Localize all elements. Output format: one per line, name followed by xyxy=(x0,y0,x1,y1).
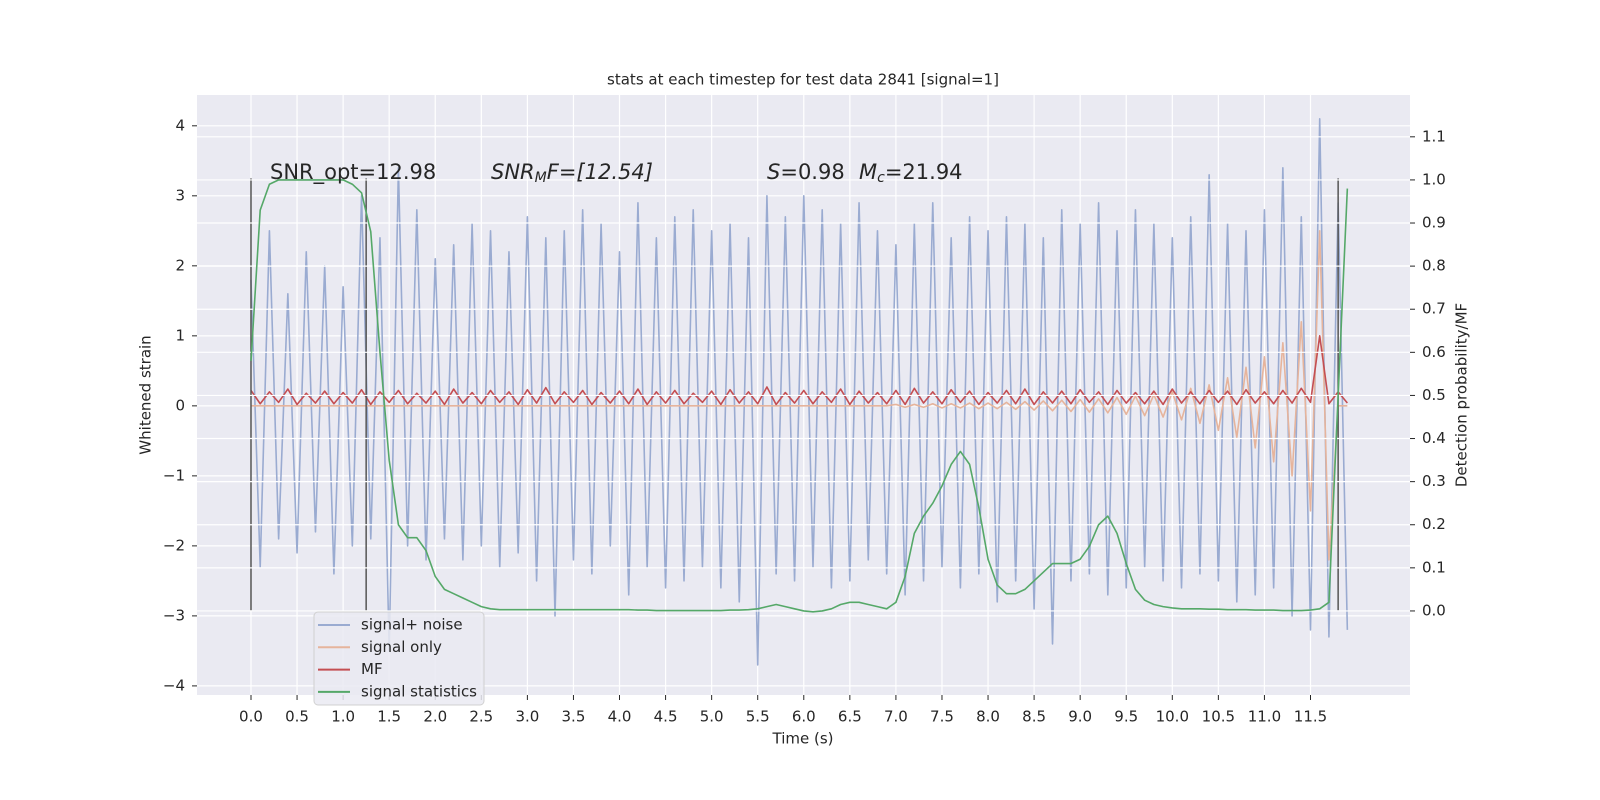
series-line xyxy=(250,230,1348,561)
x-tick-label: 0.0 xyxy=(239,708,263,726)
x-tick-label: 10.0 xyxy=(1156,708,1189,726)
y-tick-label: 2 xyxy=(175,256,185,274)
annotation-part: M xyxy=(859,160,877,184)
y-tick-label: 1 xyxy=(175,326,185,344)
x-tick-label: 3.0 xyxy=(515,708,539,726)
x-tick-label: 7.5 xyxy=(930,708,954,726)
x-tick-label: 5.5 xyxy=(746,708,770,726)
annotation: SNR_opt=12.98 xyxy=(270,160,436,185)
x-tick-label: 6.0 xyxy=(792,708,816,726)
annotation: S=0.98 xyxy=(767,160,845,184)
legend-label: signal only xyxy=(361,638,442,656)
x-tick-label: 3.5 xyxy=(562,708,586,726)
annotation: SNRMF=[12.54] xyxy=(491,160,653,186)
x-tick-label: 4.0 xyxy=(608,708,632,726)
y-tick-label: 4 xyxy=(175,116,185,134)
x-tick-label: 5.0 xyxy=(700,708,724,726)
y-axis-label: Whitened strain xyxy=(137,335,155,454)
x-tick-label: 1.5 xyxy=(377,708,401,726)
annotation-part: S xyxy=(767,160,780,184)
legend-label: MF xyxy=(361,660,383,678)
legend-label: signal statistics xyxy=(361,682,477,700)
x-tick-label: 9.5 xyxy=(1114,708,1138,726)
annotation: Mc=21.94 xyxy=(859,160,963,186)
y-tick-label: −3 xyxy=(163,606,185,624)
x-axis-label: Time (s) xyxy=(772,730,834,748)
chart-title: stats at each timestep for test data 284… xyxy=(607,71,999,89)
x-tick-label: 7.0 xyxy=(884,708,908,726)
y2-tick-label: 0.2 xyxy=(1422,515,1446,533)
x-tick-label: 11.0 xyxy=(1248,708,1281,726)
x-tick-label: 2.5 xyxy=(469,708,493,726)
annotation-part: SNR_opt=12.98 xyxy=(270,160,436,185)
x-tick-label: 0.5 xyxy=(285,708,309,726)
annotation-part: =21.94 xyxy=(885,160,963,184)
annotation-part: =0.98 xyxy=(780,160,844,184)
series-line xyxy=(250,335,1348,406)
y2-tick-label: 0.1 xyxy=(1422,558,1446,576)
y2-tick-label: 0.8 xyxy=(1422,257,1446,275)
y2-tick-label: 0.5 xyxy=(1422,386,1446,404)
y2-tick-label: 0.9 xyxy=(1422,214,1446,232)
annotation-part: c xyxy=(877,170,885,186)
x-tick-label: 10.5 xyxy=(1202,708,1235,726)
annotation-part: F=[12.54] xyxy=(547,160,653,184)
y-tick-label: −4 xyxy=(163,676,185,694)
y2-tick-label: 1.1 xyxy=(1422,127,1446,145)
y-tick-label: −2 xyxy=(163,536,185,554)
x-tick-label: 8.5 xyxy=(1022,708,1046,726)
y2-axis-label: Detection probability/MF xyxy=(1453,303,1471,487)
y2-tick-label: 0.0 xyxy=(1422,601,1446,619)
x-tick-label: 6.5 xyxy=(838,708,862,726)
legend: signal+ noise signal only MF signal statist… xyxy=(313,611,485,706)
y2-tick-label: 0.4 xyxy=(1422,429,1446,447)
x-tick-label: 4.5 xyxy=(654,708,678,726)
y2-tick-label: 0.7 xyxy=(1422,300,1446,318)
y-tick-label: 0 xyxy=(175,396,185,414)
x-tick-label: 1.0 xyxy=(331,708,355,726)
y2-tick-label: 1.0 xyxy=(1422,170,1446,188)
annotation-part: SNR xyxy=(491,160,535,184)
x-tick-label: 9.0 xyxy=(1068,708,1092,726)
secondary-layer xyxy=(197,136,1410,613)
annotation-part: M xyxy=(535,170,547,186)
y-tick-label: −1 xyxy=(163,466,185,484)
legend-box xyxy=(313,611,485,706)
series-line xyxy=(250,179,1349,613)
x-tick-label: 2.0 xyxy=(423,708,447,726)
y2-tick-label: 0.6 xyxy=(1422,343,1446,361)
y-tick-label: 3 xyxy=(175,186,185,204)
ticks: 0.0 0.5 1.0 1.5 2.0 2.5 3.0 3.5 4.0 4.5 5.0 5.5 6.0 6… xyxy=(163,116,1446,725)
legend-label: signal+ noise xyxy=(361,616,463,634)
y2-tick-label: 0.3 xyxy=(1422,472,1446,490)
x-tick-label: 11.5 xyxy=(1294,708,1327,726)
x-tick-label: 8.0 xyxy=(976,708,1000,726)
